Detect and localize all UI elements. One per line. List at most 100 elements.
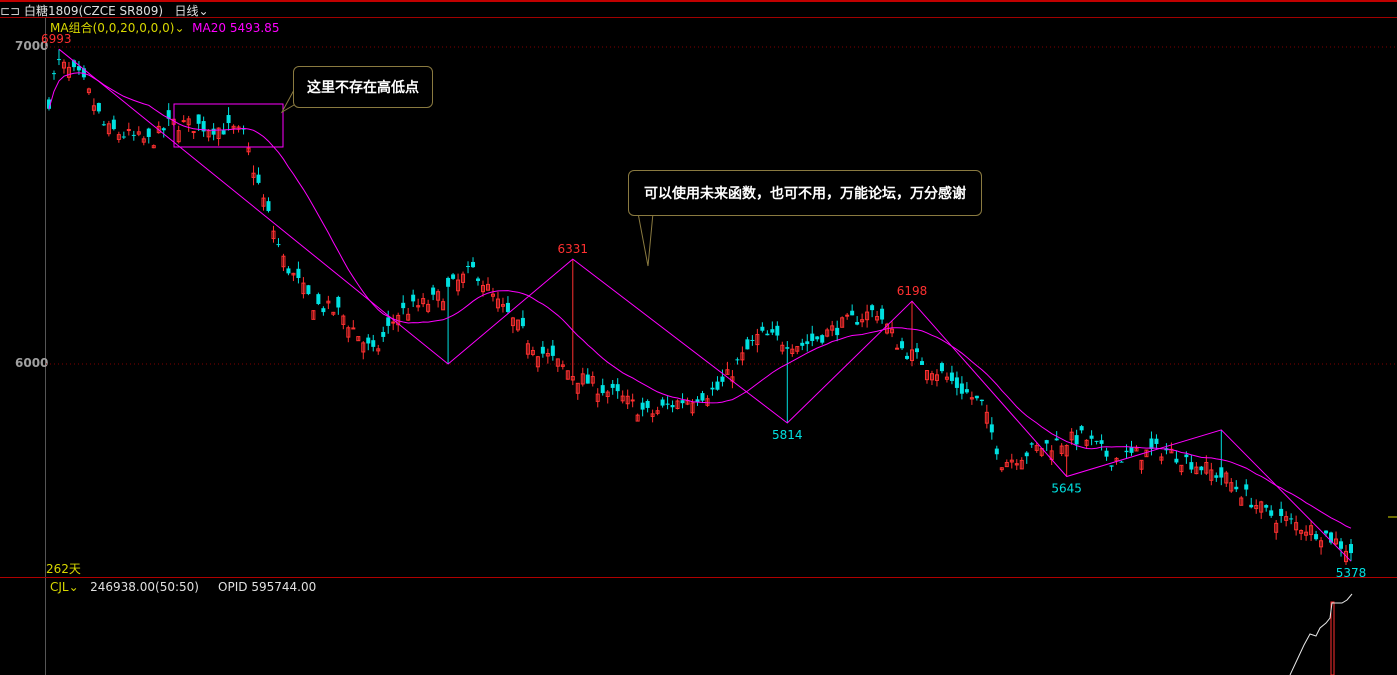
candle-body bbox=[964, 389, 969, 393]
candle-body bbox=[251, 172, 256, 178]
top-border bbox=[0, 0, 1397, 2]
candle-body bbox=[1234, 486, 1239, 490]
candle-body bbox=[805, 341, 810, 345]
candle-body bbox=[96, 103, 101, 112]
chevron-down-icon: ⌄ bbox=[68, 580, 79, 594]
pivot-label: 5645 bbox=[1051, 482, 1082, 496]
candle-body bbox=[391, 321, 396, 324]
candle-body bbox=[231, 125, 236, 129]
candle-body bbox=[1189, 462, 1194, 470]
volume-value: 246938.00(50:50) bbox=[90, 580, 199, 594]
candle-body bbox=[446, 277, 451, 287]
candle-body bbox=[680, 400, 685, 404]
indicator-legend: MA组合(0,0,20,0,0,0)⌄ MA20 5493.85 bbox=[50, 19, 279, 36]
candle-body bbox=[845, 314, 850, 317]
candle-body bbox=[485, 283, 490, 291]
candle-body bbox=[246, 147, 251, 153]
candle-body bbox=[386, 317, 391, 326]
candle-body bbox=[870, 305, 875, 311]
candle-body bbox=[1349, 544, 1353, 554]
candle-body bbox=[116, 134, 121, 140]
candle-body bbox=[560, 364, 565, 367]
candle-body bbox=[954, 377, 959, 388]
candle-body bbox=[71, 60, 76, 68]
candle-body bbox=[206, 130, 211, 138]
candle-body bbox=[416, 305, 421, 308]
period-selector[interactable]: 日线⌄ bbox=[175, 4, 209, 18]
indicator-selector[interactable]: MA组合(0,0,20,0,0,0)⌄ bbox=[50, 21, 185, 35]
candle-body bbox=[1074, 435, 1079, 445]
candle-body bbox=[476, 278, 481, 281]
candle-body bbox=[1219, 467, 1224, 478]
candle-body bbox=[471, 261, 476, 268]
candle-body bbox=[336, 296, 341, 308]
candle-body bbox=[1304, 531, 1309, 536]
candle-body bbox=[850, 310, 855, 316]
candle-body bbox=[1319, 540, 1324, 548]
candle-body bbox=[825, 329, 830, 337]
candle-body bbox=[595, 393, 600, 402]
candle-body bbox=[760, 326, 765, 331]
candle-body bbox=[710, 387, 715, 390]
candle-body bbox=[690, 402, 695, 414]
candle-body bbox=[1054, 438, 1059, 441]
candle-body bbox=[585, 374, 590, 384]
candle-body bbox=[1334, 538, 1339, 545]
candle-body bbox=[675, 400, 680, 409]
candle-body bbox=[740, 352, 745, 361]
candle-body bbox=[436, 291, 441, 301]
opid-label: OPID bbox=[218, 580, 248, 594]
ma-value: 5493.85 bbox=[229, 21, 280, 35]
candle-body bbox=[281, 255, 286, 268]
candle-body bbox=[146, 128, 151, 137]
candle-body bbox=[1099, 440, 1104, 444]
candle-body bbox=[441, 301, 446, 311]
candle-body bbox=[505, 302, 510, 312]
candle-body bbox=[1264, 505, 1269, 508]
candle-body bbox=[176, 130, 181, 143]
pivot-label: 5378 bbox=[1336, 566, 1367, 580]
candle-body bbox=[366, 337, 371, 344]
candle-body bbox=[1274, 522, 1279, 533]
candle-body bbox=[51, 73, 56, 75]
candle-body bbox=[865, 311, 870, 321]
candle-body bbox=[481, 285, 485, 293]
candle-body bbox=[695, 399, 700, 403]
candle-body bbox=[770, 329, 775, 333]
header-divider bbox=[0, 17, 1397, 18]
candle-body bbox=[580, 373, 585, 385]
candle-body bbox=[1254, 505, 1259, 510]
candle-body bbox=[570, 376, 575, 381]
candle-body bbox=[795, 346, 800, 352]
candle-body bbox=[1329, 532, 1334, 543]
candle-body bbox=[76, 66, 81, 71]
candle-body bbox=[121, 136, 126, 138]
candle-body bbox=[1299, 530, 1304, 534]
candle-body bbox=[211, 128, 216, 135]
candle-body bbox=[650, 413, 655, 417]
link-icon[interactable]: ⊏⊐ bbox=[0, 4, 21, 18]
candle-body bbox=[1004, 462, 1009, 468]
candle-body bbox=[545, 353, 550, 357]
y-tick-6000: 6000 bbox=[15, 356, 49, 370]
candle-body bbox=[540, 346, 545, 354]
candle-body bbox=[401, 302, 406, 309]
candle-body bbox=[1314, 534, 1319, 540]
candle-body bbox=[371, 340, 376, 347]
candle-body bbox=[1214, 475, 1219, 478]
candle-body bbox=[1269, 510, 1274, 516]
candle-body bbox=[979, 399, 984, 402]
candle-body bbox=[919, 361, 924, 365]
candle-body bbox=[1069, 431, 1074, 441]
candle-body bbox=[1089, 435, 1094, 439]
candle-body bbox=[500, 304, 505, 307]
pane-divider[interactable] bbox=[0, 577, 1397, 578]
candle-body bbox=[106, 123, 111, 135]
candle-body bbox=[875, 316, 880, 321]
candle-body bbox=[451, 274, 456, 279]
volume-bar bbox=[1330, 601, 1335, 675]
candle-body bbox=[136, 131, 141, 135]
chevron-down-icon: ⌄ bbox=[174, 21, 185, 35]
volume-selector[interactable]: CJL⌄ bbox=[50, 580, 79, 594]
candle-body bbox=[1174, 458, 1179, 463]
